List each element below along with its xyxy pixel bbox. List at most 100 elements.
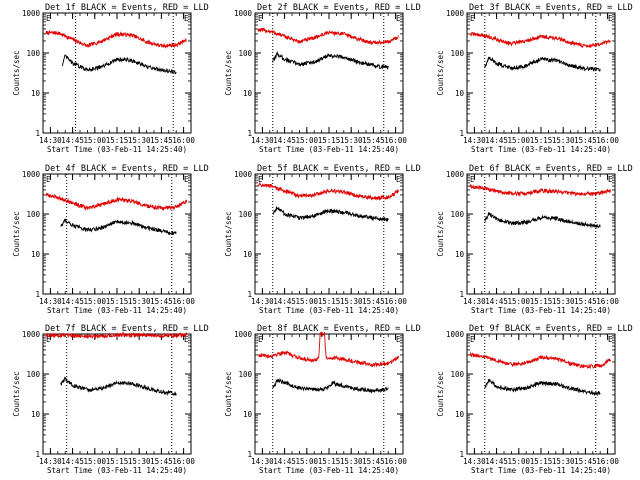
x-tick-label: 14:30 bbox=[463, 457, 486, 466]
x-tick-label: 15:45 bbox=[150, 297, 173, 306]
plot-frame bbox=[42, 173, 192, 295]
x-tick-label: 16:00 bbox=[384, 297, 407, 306]
corner-mark: E bbox=[470, 14, 475, 23]
x-tick-label: 16:00 bbox=[384, 136, 407, 145]
corner-mark: E bbox=[608, 175, 613, 184]
corner-mark: E bbox=[396, 175, 401, 184]
y-tick-label: 10 bbox=[243, 89, 253, 98]
x-axis-label: Start Time (03-Feb-11 14:25:40) bbox=[259, 145, 399, 154]
x-tick-label: 14:45 bbox=[273, 136, 296, 145]
event-rate-line bbox=[60, 218, 177, 236]
y-tick-label: 100 bbox=[238, 370, 252, 379]
lld-rate-line bbox=[258, 331, 400, 368]
x-tick-label: 16:00 bbox=[172, 457, 195, 466]
y-axis-label: Counts/sec bbox=[436, 50, 445, 95]
plot-frame bbox=[466, 12, 616, 134]
y-tick-label: 10 bbox=[31, 410, 41, 419]
x-tick-label: 15:30 bbox=[128, 136, 151, 145]
x-tick-label: 14:30 bbox=[251, 136, 274, 145]
x-tick-label: 16:00 bbox=[596, 297, 619, 306]
x-tick-label: 15:15 bbox=[530, 136, 553, 145]
plot-frame bbox=[254, 333, 404, 455]
x-tick-label: 14:30 bbox=[251, 457, 274, 466]
corner-mark: E bbox=[608, 335, 613, 344]
y-axis-label: Counts/sec bbox=[224, 50, 233, 95]
x-tick-label: 15:30 bbox=[340, 457, 363, 466]
x-tick-label: 14:30 bbox=[39, 457, 62, 466]
y-tick-label: 1000 bbox=[234, 330, 253, 339]
x-tick-label: 15:30 bbox=[340, 136, 363, 145]
corner-mark: E bbox=[258, 335, 263, 344]
x-tick-label: 14:45 bbox=[61, 136, 84, 145]
x-tick-label: 15:15 bbox=[106, 457, 129, 466]
lld-rate-line bbox=[469, 183, 612, 197]
y-tick-label: 100 bbox=[450, 49, 464, 58]
y-tick-label: 1000 bbox=[22, 330, 41, 339]
x-tick-label: 15:00 bbox=[84, 457, 107, 466]
chart-panel-8: Det 8f BLACK = Events, RED = LLD 1 10 100 10… bbox=[224, 324, 421, 475]
y-tick-label: 10 bbox=[455, 89, 465, 98]
y-tick-label: 10 bbox=[243, 250, 253, 259]
x-tick-label: 15:15 bbox=[318, 457, 341, 466]
lld-rate-line bbox=[45, 331, 188, 340]
chart-panel-5: Det 5f BLACK = Events, RED = LLD 1 10 100 10… bbox=[224, 164, 421, 315]
x-tick-label: 14:30 bbox=[463, 297, 486, 306]
event-rate-line bbox=[484, 378, 601, 397]
x-axis-label: Start Time (03-Feb-11 14:25:40) bbox=[259, 466, 399, 475]
corner-mark: E bbox=[46, 335, 51, 344]
y-tick-label: 100 bbox=[26, 370, 40, 379]
x-tick-label: 15:00 bbox=[508, 136, 531, 145]
chart-panel-1: Det 1f BLACK = Events, RED = LLD 1 10 100 10… bbox=[12, 3, 209, 154]
x-tick-label: 15:00 bbox=[296, 297, 319, 306]
corner-mark: E bbox=[46, 14, 51, 23]
lld-rate-line bbox=[469, 351, 612, 370]
chart-panel-4: Det 4f BLACK = Events, RED = LLD 1 10 100 10… bbox=[12, 164, 209, 315]
y-tick-label: 1 bbox=[35, 129, 40, 138]
y-axis-label: Counts/sec bbox=[12, 371, 21, 416]
x-tick-label: 15:45 bbox=[362, 457, 385, 466]
y-tick-label: 1000 bbox=[446, 330, 465, 339]
y-tick-label: 100 bbox=[26, 210, 40, 219]
x-axis-label: Start Time (03-Feb-11 14:25:40) bbox=[47, 466, 187, 475]
y-tick-label: 1 bbox=[35, 450, 40, 459]
plot-frame bbox=[42, 333, 192, 455]
x-tick-label: 15:45 bbox=[574, 457, 597, 466]
y-tick-label: 10 bbox=[243, 410, 253, 419]
y-tick-label: 10 bbox=[31, 250, 41, 259]
x-tick-label: 15:45 bbox=[150, 457, 173, 466]
chart-title: Det 6f BLACK = Events, RED = LLD bbox=[469, 164, 633, 174]
x-tick-label: 15:45 bbox=[362, 297, 385, 306]
y-tick-label: 1000 bbox=[22, 170, 41, 179]
chart-title: Det 5f BLACK = Events, RED = LLD bbox=[257, 164, 421, 174]
lld-rate-line bbox=[469, 31, 611, 49]
x-axis-label: Start Time (03-Feb-11 14:25:40) bbox=[47, 306, 187, 315]
y-tick-label: 100 bbox=[238, 210, 252, 219]
x-tick-label: 14:45 bbox=[61, 297, 84, 306]
x-tick-label: 14:45 bbox=[273, 457, 296, 466]
corner-mark: E bbox=[46, 175, 51, 184]
chart-title: Det 4f BLACK = Events, RED = LLD bbox=[45, 164, 209, 174]
corner-mark: E bbox=[184, 335, 189, 344]
x-tick-label: 15:45 bbox=[362, 136, 385, 145]
y-axis-label: Counts/sec bbox=[224, 371, 233, 416]
chart-title: Det 7f BLACK = Events, RED = LLD bbox=[45, 324, 209, 334]
y-tick-label: 10 bbox=[455, 250, 465, 259]
corner-mark: E bbox=[258, 14, 263, 23]
chart-title: Det 8f BLACK = Events, RED = LLD bbox=[257, 324, 421, 334]
event-rate-line bbox=[61, 54, 177, 75]
event-rate-line bbox=[272, 50, 389, 70]
lld-rate-line bbox=[45, 30, 187, 50]
y-tick-label: 1000 bbox=[22, 9, 41, 18]
x-tick-label: 15:15 bbox=[530, 297, 553, 306]
x-tick-label: 15:00 bbox=[84, 136, 107, 145]
y-axis-label: Counts/sec bbox=[436, 211, 445, 256]
event-rate-line bbox=[484, 56, 601, 72]
corner-mark: E bbox=[258, 175, 263, 184]
corner-mark: E bbox=[184, 14, 189, 23]
x-tick-label: 16:00 bbox=[172, 297, 195, 306]
x-tick-label: 15:00 bbox=[296, 136, 319, 145]
x-tick-label: 15:15 bbox=[530, 457, 553, 466]
x-tick-label: 14:30 bbox=[39, 136, 62, 145]
chart-panel-9: Det 9f BLACK = Events, RED = LLD 1 10 100 10… bbox=[436, 324, 633, 475]
x-tick-label: 15:00 bbox=[508, 457, 531, 466]
